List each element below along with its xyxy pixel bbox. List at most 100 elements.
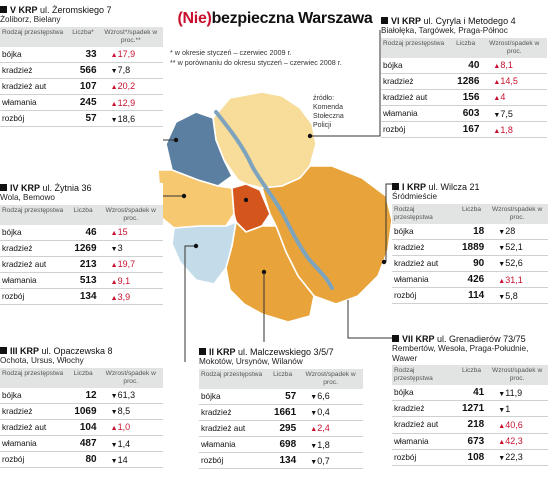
- table-row: włamania 426 ▲31,1: [392, 272, 548, 289]
- crime-count: 698: [279, 439, 297, 451]
- vistula-river: [214, 110, 334, 290]
- crime-count: 1889: [461, 241, 485, 253]
- crime-type: rozbój: [2, 114, 25, 124]
- table-row: włamania 603 ▼7,5: [381, 106, 547, 123]
- crime-change: ▲20,2: [101, 81, 161, 91]
- change-value: 0,7: [317, 455, 330, 466]
- district-address: ul. Wilcza 21: [428, 182, 480, 192]
- table-row: rozbój 134 ▼0,7: [199, 453, 363, 470]
- square-bullet-icon: [0, 184, 7, 191]
- crime-change: ▲42,3: [488, 436, 546, 446]
- district-ii-krp: [225, 220, 315, 323]
- crime-count: 18: [473, 225, 485, 237]
- source-line-3: Policji: [313, 122, 332, 129]
- crime-type: bójka: [2, 49, 22, 59]
- header-change: Wzrost/spadek w proc.: [105, 206, 156, 222]
- crime-count: 57: [285, 390, 297, 402]
- district-areas: Żoliborz, Bielany: [0, 15, 61, 24]
- footnotes: * w okresie styczeń – czerwiec 2009 r. *…: [170, 48, 385, 68]
- crime-change: ▼6,6: [300, 391, 361, 401]
- arrow-down-icon: ▼: [498, 390, 506, 398]
- crime-count: 1269: [74, 242, 97, 254]
- crime-count: 513: [79, 275, 97, 287]
- crime-count: 40: [468, 59, 480, 71]
- change-value: 7,8: [117, 65, 131, 76]
- change-value: 3: [117, 243, 123, 254]
- panel-v-krp: V KRP ul. Żeromskiego 7 Żoliborz, Bielany…: [0, 5, 163, 128]
- crime-change: ▲14,5: [483, 76, 545, 86]
- table-row: bójka 18 ▼28: [392, 224, 548, 240]
- crime-type: włamania: [394, 275, 429, 285]
- crime-change: ▲1,0: [101, 422, 161, 432]
- table-row: włamania 487 ▼1,4: [0, 436, 163, 453]
- table-body: bójka 33 ▲17,9 kradzież 566 ▼7,8 kradzież aut 1…: [0, 47, 163, 128]
- header-change: Wzrost/spadek w proc.: [492, 205, 543, 221]
- arrow-up-icon: ▲: [110, 230, 118, 238]
- arrow-up-icon: ▲: [493, 63, 501, 71]
- pin-vi: [307, 133, 313, 139]
- table-row: włamania 698 ▼1,8: [199, 437, 363, 454]
- arrow-up-icon: ▲: [110, 84, 118, 92]
- header-type: Rodzaj przestępstwa: [201, 370, 263, 378]
- crime-change: ▼0,4: [300, 407, 361, 417]
- change-value: 6,6: [317, 391, 330, 402]
- panel-iv-krp: IV KRP ul. Żytnia 36 Wola, Bemowo Rodzaj p…: [0, 183, 163, 306]
- header-count: Liczba*: [72, 28, 94, 36]
- crime-count: 33: [85, 48, 97, 60]
- footnote-comparison: ** w porównaniu do okresu styczeń – czer…: [170, 58, 342, 67]
- crime-change: ▼3: [101, 243, 161, 253]
- crime-type: rozbój: [201, 456, 224, 466]
- arrow-up-icon: ▲: [110, 52, 118, 60]
- square-bullet-icon: [0, 6, 7, 13]
- change-value: 28: [505, 226, 516, 237]
- crime-change: ▼18,6: [101, 114, 161, 124]
- arrow-down-icon: ▼: [310, 458, 318, 466]
- panel-heading: VI KRP ul. Cyryla i Metodego 4: [381, 16, 547, 26]
- crime-change: ▼7,8: [101, 65, 161, 75]
- change-value: 52,1: [505, 242, 523, 253]
- crime-count: 1069: [74, 405, 97, 417]
- crime-type: rozbój: [394, 452, 417, 462]
- table-row: bójka 57 ▼6,6: [199, 389, 363, 405]
- pin-v: [173, 137, 179, 143]
- crime-count: 90: [473, 257, 485, 269]
- header-type: Rodzaj przestępstwa: [2, 28, 64, 36]
- crime-change: ▲19,7: [101, 259, 161, 269]
- change-value: 11,9: [505, 387, 523, 398]
- footnote-period: * w okresie styczeń – czerwiec 2009 r.: [170, 48, 292, 57]
- crime-type: włamania: [2, 439, 37, 449]
- pin-iii: [193, 243, 199, 249]
- arrow-down-icon: ▼: [498, 406, 506, 414]
- crime-count: 108: [467, 451, 485, 463]
- change-value: 1,4: [117, 438, 131, 449]
- leader-line-vii: [347, 300, 392, 339]
- table-header: Rodzaj przestępstwa Liczba Wzrost/spadek w…: [392, 365, 548, 385]
- district-pins: [173, 133, 387, 275]
- leader-line-iii: [184, 245, 196, 362]
- table-row: rozbój 134 ▲3,9: [0, 289, 163, 306]
- table-body: bójka 46 ▲15 kradzież 1269 ▼3 kradzież aut 213 ▲…: [0, 225, 163, 306]
- crime-type: kradzież: [201, 407, 232, 417]
- crime-change: ▼1: [488, 404, 546, 414]
- district-areas: Mokotów, Ursynów, Wilanów: [199, 357, 303, 366]
- crime-count: 566: [79, 64, 97, 76]
- map-title: (Nie)bezpieczna Warszawa: [170, 10, 380, 28]
- arrow-down-icon: ▼: [310, 442, 318, 450]
- change-value: 22,3: [505, 452, 523, 463]
- table-row: rozbój 108 ▼22,3: [392, 450, 548, 466]
- change-value: 17,9: [117, 49, 136, 60]
- square-bullet-icon: [381, 17, 388, 24]
- crime-change: ▲8,1: [483, 60, 545, 70]
- header-type: Rodzaj przestępstwa: [2, 369, 64, 377]
- table-row: bójka 33 ▲17,9: [0, 47, 163, 63]
- crime-change: ▲12,9: [101, 98, 161, 108]
- change-value: 1,0: [117, 422, 131, 433]
- change-value: 0,4: [317, 407, 330, 418]
- change-value: 40,6: [505, 419, 523, 430]
- district-areas: Wola, Bemowo: [0, 193, 55, 202]
- crime-type: włamania: [2, 276, 37, 286]
- crime-count: 487: [79, 438, 97, 450]
- district-areas: Śródmieście: [392, 192, 438, 201]
- table-row: rozbój 80 ▼14: [0, 452, 163, 469]
